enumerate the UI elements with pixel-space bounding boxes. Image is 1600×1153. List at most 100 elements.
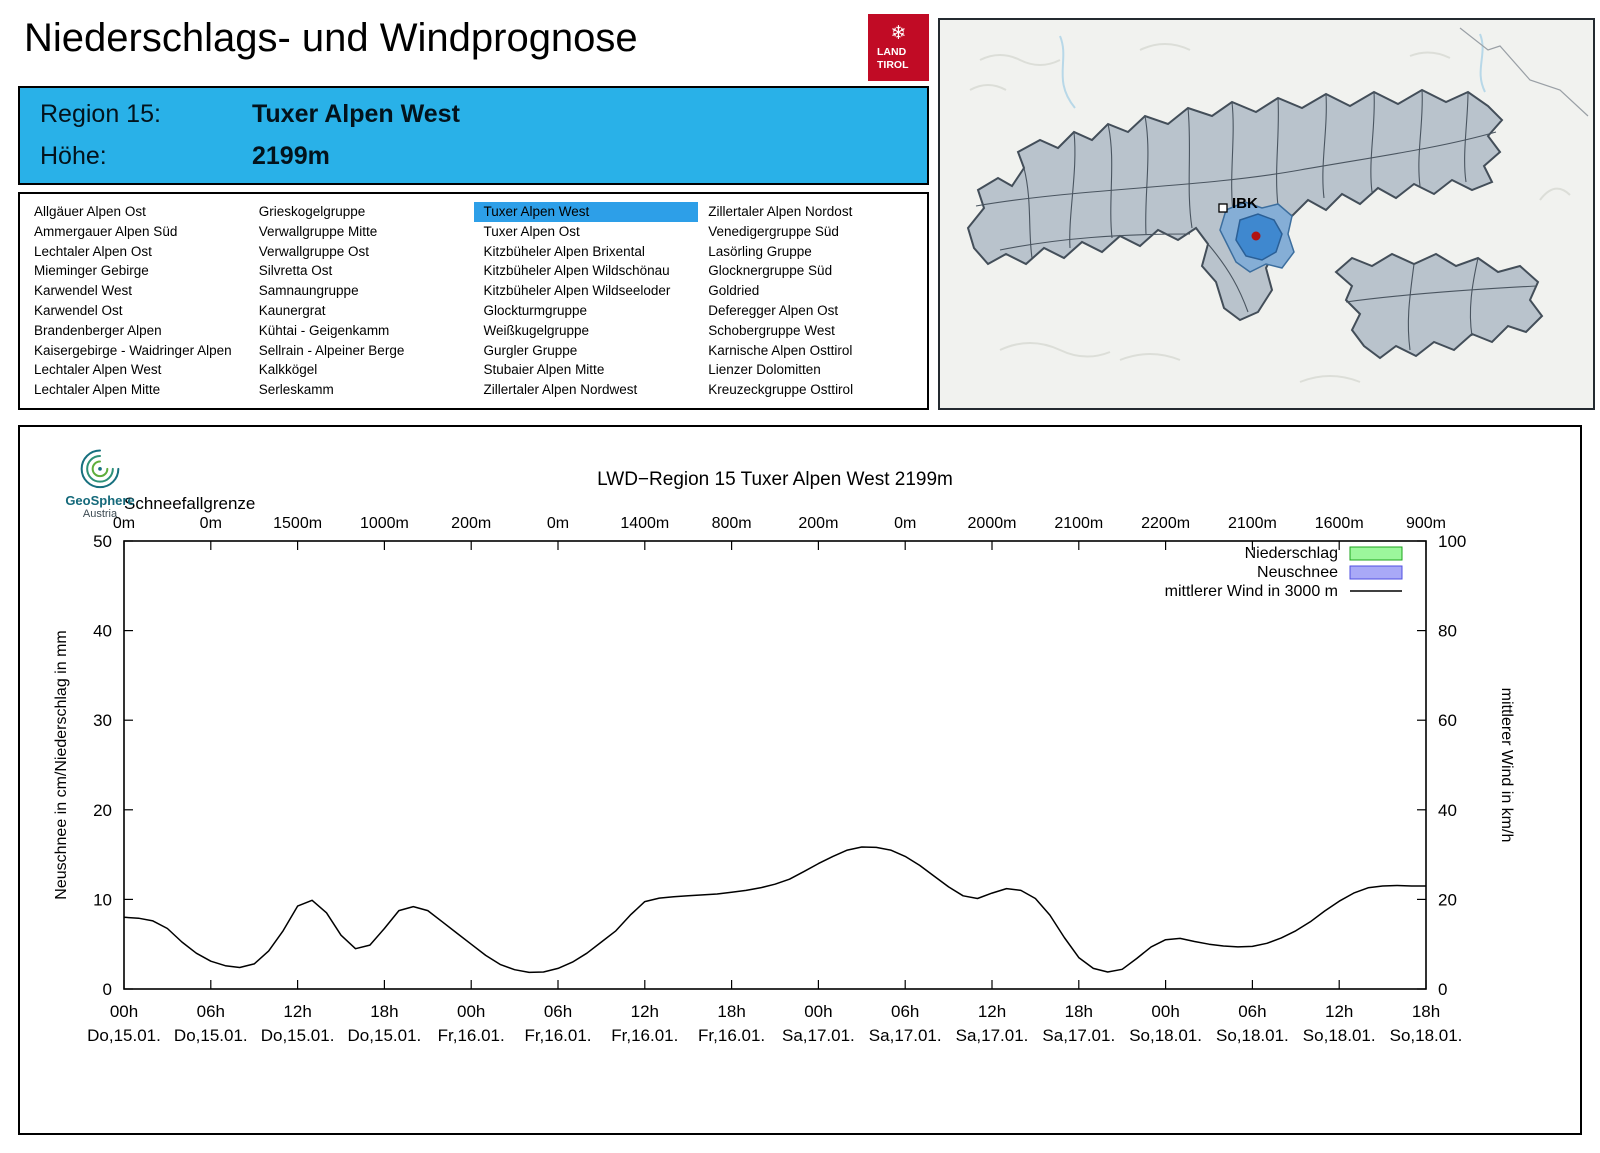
- region-list-item[interactable]: Kalkkögel: [258, 362, 318, 378]
- region-list-item[interactable]: Gurgler Gruppe: [483, 342, 578, 358]
- region-list-item[interactable]: Zillertaler Alpen Nordwest: [483, 382, 638, 398]
- x-tick-date: Fr,16.01.: [438, 1026, 505, 1045]
- snowline-value: 0m: [113, 515, 135, 532]
- region-list-item[interactable]: Sellrain - Alpeiner Berge: [258, 342, 405, 358]
- region-list-item[interactable]: Stubaier Alpen Mitte: [483, 362, 605, 378]
- east-tirol-region-group[interactable]: [1334, 252, 1544, 360]
- x-tick-date: So,18.01.: [1390, 1026, 1463, 1045]
- x-tick-date: Do,15.01.: [261, 1026, 335, 1045]
- region-list-item[interactable]: Weißkugelgruppe: [483, 322, 590, 338]
- country-border: [1459, 27, 1589, 117]
- y-tick-right: 0: [1438, 980, 1447, 999]
- region-list-item[interactable]: Lechtaler Alpen Mitte: [34, 382, 161, 398]
- x-tick-time: 18h: [1065, 1002, 1093, 1021]
- chart-panel: LWD−Region 15 Tuxer Alpen West 2199m Schn…: [18, 425, 1582, 1135]
- north-tirol-outline[interactable]: [966, 88, 1504, 322]
- x-tick-time: 12h: [978, 1002, 1006, 1021]
- region-list-item[interactable]: Brandenberger Alpen: [34, 322, 162, 338]
- region-list-item[interactable]: Zillertaler Alpen Nordost: [708, 204, 853, 219]
- region-list-item[interactable]: Kühtai - Geigenkamm: [258, 322, 390, 338]
- forecast-chart: LWD−Region 15 Tuxer Alpen West 2199m Schn…: [53, 469, 1515, 1045]
- x-tick-date: So,18.01.: [1129, 1026, 1202, 1045]
- region-list-item[interactable]: Goldried: [708, 283, 760, 299]
- tirol-map[interactable]: IBK: [940, 20, 1593, 408]
- snowline-value: 2200m: [1141, 515, 1190, 532]
- region-list-item[interactable]: Deferegger Alpen Ost: [708, 302, 839, 318]
- station-dot: [1251, 231, 1261, 241]
- plot-frame: [123, 540, 1427, 990]
- region-list-item[interactable]: Ammergauer Alpen Süd: [34, 223, 178, 239]
- x-tick-date: Do,15.01.: [174, 1026, 248, 1045]
- snowline-value: 1000m: [360, 515, 409, 532]
- snowline-value: 2000m: [968, 515, 1017, 532]
- y-axis-label-left: Neuschnee in cm/Niederschlag in mm: [53, 630, 70, 899]
- region-list-item[interactable]: Mieminger Gebirge: [34, 263, 149, 279]
- terrain-relief: [969, 43, 1571, 383]
- east-tirol-outline[interactable]: [1334, 252, 1544, 360]
- region-list-item[interactable]: Kreuzeckgruppe Osttirol: [708, 382, 854, 398]
- region-list-item[interactable]: Kitzbüheler Alpen Brixental: [483, 243, 645, 259]
- region-list-item[interactable]: Kaisergebirge - Waidringer Alpen: [34, 342, 232, 358]
- region-list-item[interactable]: Allgäuer Alpen Ost: [34, 204, 146, 219]
- region-list: Allgäuer Alpen Ost Ammergauer Alpen Süd Le…: [18, 192, 929, 410]
- region-list-item[interactable]: Venedigergruppe Süd: [708, 223, 839, 239]
- region-list-item[interactable]: Karwendel Ost: [34, 302, 123, 318]
- ibk-marker: [1218, 203, 1228, 213]
- region-list-item[interactable]: Karnische Alpen Osttirol: [708, 342, 853, 358]
- chart-legend: Niederschlag Neuschnee mittlerer Wind in 3…: [1165, 545, 1403, 600]
- region-list-item[interactable]: Kaunergrat: [258, 302, 326, 318]
- x-tick-time: 06h: [891, 1002, 919, 1021]
- region-name: Tuxer Alpen West: [252, 100, 460, 128]
- x-axis: 00h Do,15.01. 0m 06h Do,15.01. 0m 12h Do,15.01.…: [87, 515, 1462, 1045]
- region-list-item[interactable]: Glocknergruppe Süd: [708, 263, 833, 279]
- region-list-item[interactable]: Silvretta Ost: [258, 263, 333, 279]
- region-list-item[interactable]: Verwallgruppe Ost: [258, 243, 370, 259]
- logo-line1: LAND: [877, 46, 907, 59]
- x-tick-time: 12h: [1325, 1002, 1353, 1021]
- height-value: 2199m: [252, 142, 330, 170]
- region-list-item[interactable]: Glockturmgruppe: [483, 302, 588, 318]
- y-tick-right: 40: [1438, 801, 1457, 820]
- x-tick-time: 18h: [1412, 1002, 1440, 1021]
- x-tick-time: 06h: [544, 1002, 572, 1021]
- snowline-value: 1500m: [273, 515, 322, 532]
- region-list-item[interactable]: Lechtaler Alpen West: [34, 362, 162, 378]
- region-list-item[interactable]: Samnaungruppe: [258, 283, 359, 299]
- snowline-value: 2100m: [1228, 515, 1277, 532]
- region-list-item[interactable]: Serleskamm: [258, 382, 334, 398]
- snowline-value: 1600m: [1315, 515, 1364, 532]
- region-list-item[interactable]: Lasörling Gruppe: [708, 243, 812, 259]
- x-tick-time: 06h: [197, 1002, 225, 1021]
- x-tick-time: 00h: [457, 1002, 485, 1021]
- region-list-item[interactable]: Tuxer Alpen Ost: [483, 223, 580, 239]
- land-tirol-logo-text: LAND TIROL: [868, 46, 909, 70]
- region-list-column: Zillertaler Alpen Nordost Venedigergruppe…: [698, 202, 923, 400]
- region-list-item-selected[interactable]: Tuxer Alpen West: [473, 202, 699, 222]
- region-list-item[interactable]: Lienzer Dolomitten: [708, 362, 821, 378]
- x-tick-time: 18h: [717, 1002, 745, 1021]
- page-title: Niederschlags- und Windprognose: [24, 16, 638, 60]
- region-list-item[interactable]: Grieskogelgruppe: [258, 204, 366, 219]
- snowline-value: 0m: [547, 515, 569, 532]
- region-list-item[interactable]: Karwendel West: [34, 283, 133, 299]
- region-list-item[interactable]: Schobergruppe West: [708, 322, 835, 338]
- x-tick-date: Fr,16.01.: [611, 1026, 678, 1045]
- region-list-item[interactable]: Verwallgruppe Mitte: [258, 223, 378, 239]
- y-tick-right: 20: [1438, 890, 1457, 909]
- x-tick-time: 06h: [1238, 1002, 1266, 1021]
- geosphere-logo-icon: [80, 449, 120, 489]
- y-axis-label-right: mittlerer Wind in km/h: [1498, 688, 1515, 843]
- y-tick-left: 40: [93, 622, 112, 641]
- x-tick-date: So,18.01.: [1216, 1026, 1289, 1045]
- geosphere-logo-name: GeoSphere: [65, 493, 135, 508]
- height-label: Höhe:: [40, 142, 107, 170]
- snowline-value: 1400m: [620, 515, 669, 532]
- region-list-item[interactable]: Kitzbüheler Alpen Wildschönau: [483, 263, 670, 279]
- region-list-item[interactable]: Kitzbüheler Alpen Wildseeloder: [483, 283, 671, 299]
- x-tick-date: Sa,17.01.: [956, 1026, 1029, 1045]
- y-tick-right: 80: [1438, 622, 1457, 641]
- x-tick-date: Sa,17.01.: [782, 1026, 855, 1045]
- region-list-item[interactable]: Lechtaler Alpen Ost: [34, 243, 152, 259]
- x-tick-date: Do,15.01.: [87, 1026, 161, 1045]
